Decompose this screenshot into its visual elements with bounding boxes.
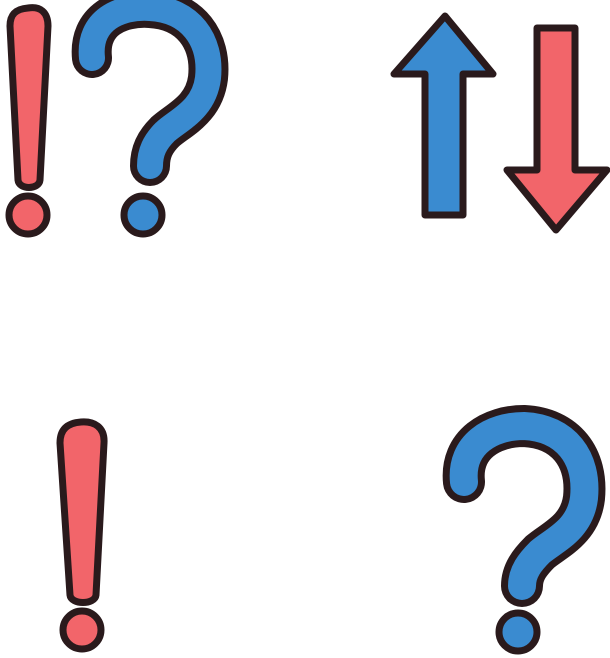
exclamation-bar [6,4,52,191]
up-down-arrows-icon [385,10,610,235]
up-arrow-icon [390,12,497,219]
question-dot [495,609,541,655]
exclamation-icon [48,415,118,658]
exclamation-dot [5,192,51,238]
question-hook-fill [449,412,599,600]
question-icon [442,405,606,658]
interrobang-icon [0,0,229,245]
exclamation-bar [56,418,108,606]
exclamation-mark [5,4,52,238]
question-dot [120,192,166,238]
down-arrow-icon [503,24,610,234]
question-hook-fill [78,0,222,179]
question-mark [71,0,229,238]
exclamation-dot [59,607,105,653]
